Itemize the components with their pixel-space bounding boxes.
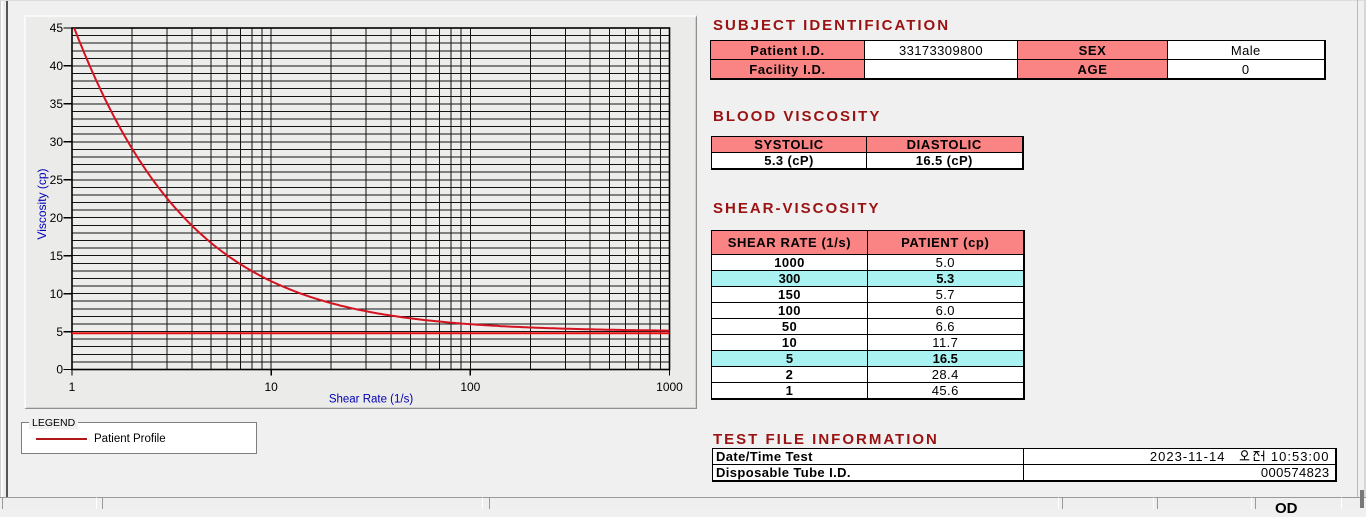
svg-text:Viscosity (cp): Viscosity (cp) [35,168,49,239]
svg-text:5: 5 [56,325,63,339]
svg-text:45: 45 [50,21,64,35]
svg-text:20: 20 [50,211,64,225]
svg-text:100: 100 [460,380,480,394]
svg-text:Shear Rate (1/s): Shear Rate (1/s) [329,394,414,406]
svg-text:10: 10 [50,287,64,301]
svg-text:35: 35 [50,97,64,111]
svg-text:1000: 1000 [656,380,683,394]
svg-text:25: 25 [50,173,64,187]
svg-text:15: 15 [50,249,64,263]
svg-text:40: 40 [50,59,64,73]
svg-text:30: 30 [50,135,64,149]
svg-text:0: 0 [56,363,63,377]
svg-text:10: 10 [264,380,278,394]
svg-text:1: 1 [69,380,76,394]
